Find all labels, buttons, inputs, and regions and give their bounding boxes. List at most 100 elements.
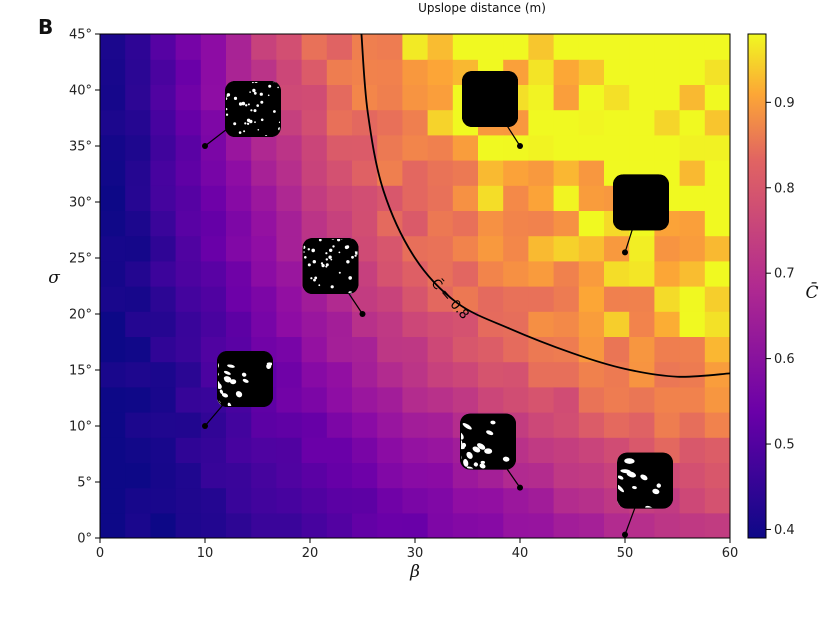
heatmap-cell xyxy=(326,59,353,85)
heatmap-cell xyxy=(150,235,177,262)
heatmap-cell xyxy=(503,361,529,388)
heatmap-cell xyxy=(704,34,730,60)
heatmap-cell xyxy=(578,336,605,363)
contour-line xyxy=(360,34,730,378)
colorbar-tick-label: 0.9 xyxy=(774,96,795,111)
heatmap-cell xyxy=(452,34,479,60)
heatmap-cell xyxy=(276,487,303,514)
heatmap-cell xyxy=(604,412,630,438)
heatmap-cell xyxy=(175,235,202,262)
heatmap-cell xyxy=(629,84,655,111)
heatmap-cell xyxy=(251,34,277,60)
heatmap-cell xyxy=(150,437,177,463)
heatmap-cell xyxy=(704,84,730,111)
heatmap-cell xyxy=(704,260,730,287)
heatmap-cell xyxy=(326,462,353,489)
heatmap-cell xyxy=(478,34,504,60)
heatmap-cell xyxy=(251,160,277,186)
heatmap-cell xyxy=(301,336,328,363)
heatmap-cell xyxy=(427,109,454,136)
y-tick-label: 35° xyxy=(69,140,92,155)
heatmap-cell xyxy=(100,286,126,312)
heatmap-cell xyxy=(326,160,353,186)
heatmap-cell xyxy=(427,437,454,463)
heatmap-cell xyxy=(629,286,655,312)
heatmap-cell xyxy=(629,59,655,85)
heatmap-cell xyxy=(276,286,303,312)
heatmap-cell xyxy=(478,512,504,538)
heatmap-cell xyxy=(226,185,252,211)
heatmap-cell xyxy=(276,34,303,60)
heatmap-cell xyxy=(427,386,454,413)
colorbar-tick-label: 0.4 xyxy=(774,523,795,538)
heatmap-cell xyxy=(704,210,730,237)
heatmap-cell xyxy=(629,336,655,363)
heatmap-cell xyxy=(125,210,151,237)
heatmap-cell xyxy=(100,487,126,514)
heatmap-cell xyxy=(377,59,403,85)
heatmap-cell xyxy=(226,512,252,538)
heatmap-cell xyxy=(553,34,580,60)
heatmap-cell xyxy=(704,185,730,211)
heatmap-cell xyxy=(276,512,303,538)
heatmap-cell xyxy=(377,34,403,60)
heatmap-cell xyxy=(100,109,126,136)
heatmap-cell xyxy=(100,412,126,438)
heatmap-cell xyxy=(326,210,353,237)
heatmap-cell xyxy=(301,185,328,211)
heatmap-cell xyxy=(553,336,580,363)
heatmap-cell xyxy=(704,412,730,438)
heatmap-cell xyxy=(553,512,580,538)
heatmap-cell xyxy=(478,185,504,211)
heatmap-cell xyxy=(251,235,277,262)
heatmap-cell xyxy=(402,462,429,489)
heatmap-cell xyxy=(251,286,277,312)
heatmap-cell xyxy=(478,336,504,363)
heatmap-cell xyxy=(553,487,580,514)
heatmap-cell xyxy=(578,260,605,287)
heatmap-cell xyxy=(503,286,529,312)
heatmap-cell xyxy=(301,311,328,337)
heatmap-cell xyxy=(528,286,555,312)
heatmap-cell xyxy=(503,512,529,538)
heatmap-cell xyxy=(654,109,681,136)
heatmap-cell xyxy=(100,235,126,262)
heatmap-cell xyxy=(503,185,529,211)
heatmap-cell xyxy=(604,34,630,60)
heatmap-cell xyxy=(427,311,454,337)
heatmap-cell xyxy=(553,462,580,489)
heatmap-cell xyxy=(478,210,504,237)
heatmap-cell xyxy=(100,134,126,161)
heatmap-cell xyxy=(528,412,555,438)
heatmap-cell xyxy=(377,185,403,211)
heatmap-cell xyxy=(352,437,378,463)
heatmap-cell xyxy=(402,210,429,237)
heatmap-cell xyxy=(301,487,328,514)
y-tick-label: 10° xyxy=(69,420,92,435)
heatmap-cell xyxy=(276,437,303,463)
x-tick-label: 10 xyxy=(197,546,214,561)
heatmap-cell xyxy=(427,235,454,262)
y-tick-label: 0° xyxy=(77,532,92,547)
x-tick-label: 30 xyxy=(407,546,424,561)
heatmap-cell xyxy=(200,210,227,237)
heatmap-cell xyxy=(200,59,227,85)
heatmap-cell xyxy=(528,34,555,60)
heatmap-cell xyxy=(679,437,706,463)
heatmap-cell xyxy=(377,412,403,438)
heatmap-cell xyxy=(553,84,580,111)
heatmap-cell xyxy=(276,336,303,363)
heatmap-cell xyxy=(629,34,655,60)
heatmap-cell xyxy=(704,487,730,514)
x-tick-label: 60 xyxy=(722,546,739,561)
heatmap-cell xyxy=(427,160,454,186)
heatmap-cell xyxy=(301,512,328,538)
colorbar xyxy=(747,33,767,539)
heatmap-cell xyxy=(251,185,277,211)
heatmap-cell xyxy=(352,462,378,489)
sample-point xyxy=(622,531,628,538)
heatmap-cell xyxy=(604,260,630,287)
heatmap-cell xyxy=(604,286,630,312)
x-tick-label: 50 xyxy=(617,546,634,561)
heatmap-cell xyxy=(402,84,429,111)
